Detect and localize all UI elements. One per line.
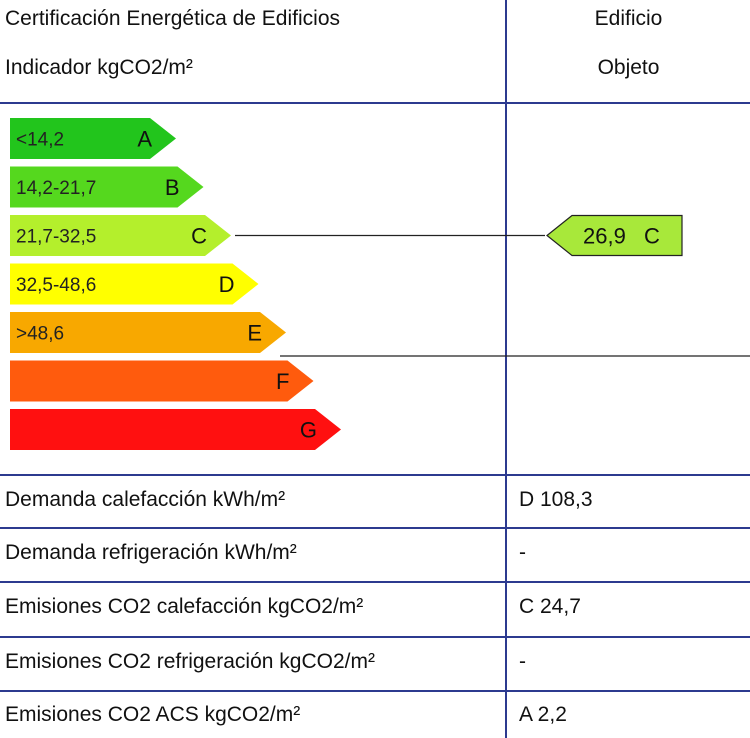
rating-band-e: >48,6 E — [10, 312, 286, 353]
rating-marker-value: 26,9 — [583, 224, 626, 249]
rating-marker: 26,9 C — [546, 214, 683, 257]
rating-band-range: <14,2 — [16, 130, 64, 151]
rating-band-c: 21,7-32,5 C — [10, 215, 231, 256]
rating-band-letter: B — [165, 175, 180, 200]
rating-band-range: 32,5-48,6 — [16, 275, 96, 296]
rating-band-d: 32,5-48,6 D — [10, 263, 259, 305]
row-value-heating-demand: D 108,3 — [519, 488, 593, 511]
row-label-heating-emissions: Emisiones CO2 calefacción kgCO2/m² — [5, 595, 364, 618]
rating-band-letter: G — [300, 418, 317, 443]
header-divider — [0, 102, 750, 104]
row-divider — [0, 581, 750, 583]
rating-marker-arrow — [546, 214, 683, 257]
row-value-acs-emissions: A 2,2 — [519, 703, 567, 726]
rating-marker-letter: C — [644, 224, 660, 249]
rating-band-letter: D — [219, 272, 235, 297]
rating-band-g: G — [10, 409, 341, 450]
row-value-heating-emissions: C 24,7 — [519, 595, 581, 618]
energy-rating-chart: <14,2 A 14,2-21,7 B 21,7-32,5 C 32,5-48,6 D >48,… — [10, 118, 750, 450]
rating-band-letter: E — [247, 321, 262, 346]
row-divider — [0, 690, 750, 692]
rating-band-a: <14,2 A — [10, 118, 176, 159]
rating-band-arrow — [10, 263, 259, 305]
rating-band-letter: C — [191, 224, 207, 249]
rating-band-range: 14,2-21,7 — [16, 178, 96, 199]
row-label-heating-demand: Demanda calefacción kWh/m² — [5, 488, 286, 511]
rating-band-arrow — [10, 166, 204, 208]
building-header: Edificio — [594, 7, 663, 30]
object-header: Objeto — [597, 56, 660, 79]
row-divider — [0, 636, 750, 638]
rating-band-arrow — [10, 312, 286, 353]
rating-band-b: 14,2-21,7 B — [10, 166, 204, 208]
indicator-label: Indicador kgCO2/m² — [5, 56, 193, 79]
column-divider — [505, 0, 507, 738]
rating-band-letter: F — [276, 369, 289, 394]
rating-band-arrow — [10, 409, 341, 450]
chart-divider — [0, 474, 750, 476]
certificate-title: Certificación Energética de Edificios — [5, 7, 340, 30]
row-label-cooling-emissions: Emisiones CO2 refrigeración kgCO2/m² — [5, 650, 375, 673]
rating-band-f: F — [10, 360, 314, 402]
rating-band-range: 21,7-32,5 — [16, 227, 96, 248]
rating-band-range: >48,6 — [16, 324, 64, 345]
row-label-cooling-demand: Demanda refrigeración kWh/m² — [5, 541, 297, 564]
rating-band-arrow — [10, 215, 231, 256]
rating-band-arrow — [10, 118, 176, 159]
row-value-cooling-emissions: - — [519, 650, 526, 673]
row-divider — [0, 527, 750, 529]
row-label-acs-emissions: Emisiones CO2 ACS kgCO2/m² — [5, 703, 301, 726]
rating-band-arrow — [10, 360, 314, 402]
row-value-cooling-demand: - — [519, 541, 526, 564]
rating-band-letter: A — [137, 127, 152, 152]
